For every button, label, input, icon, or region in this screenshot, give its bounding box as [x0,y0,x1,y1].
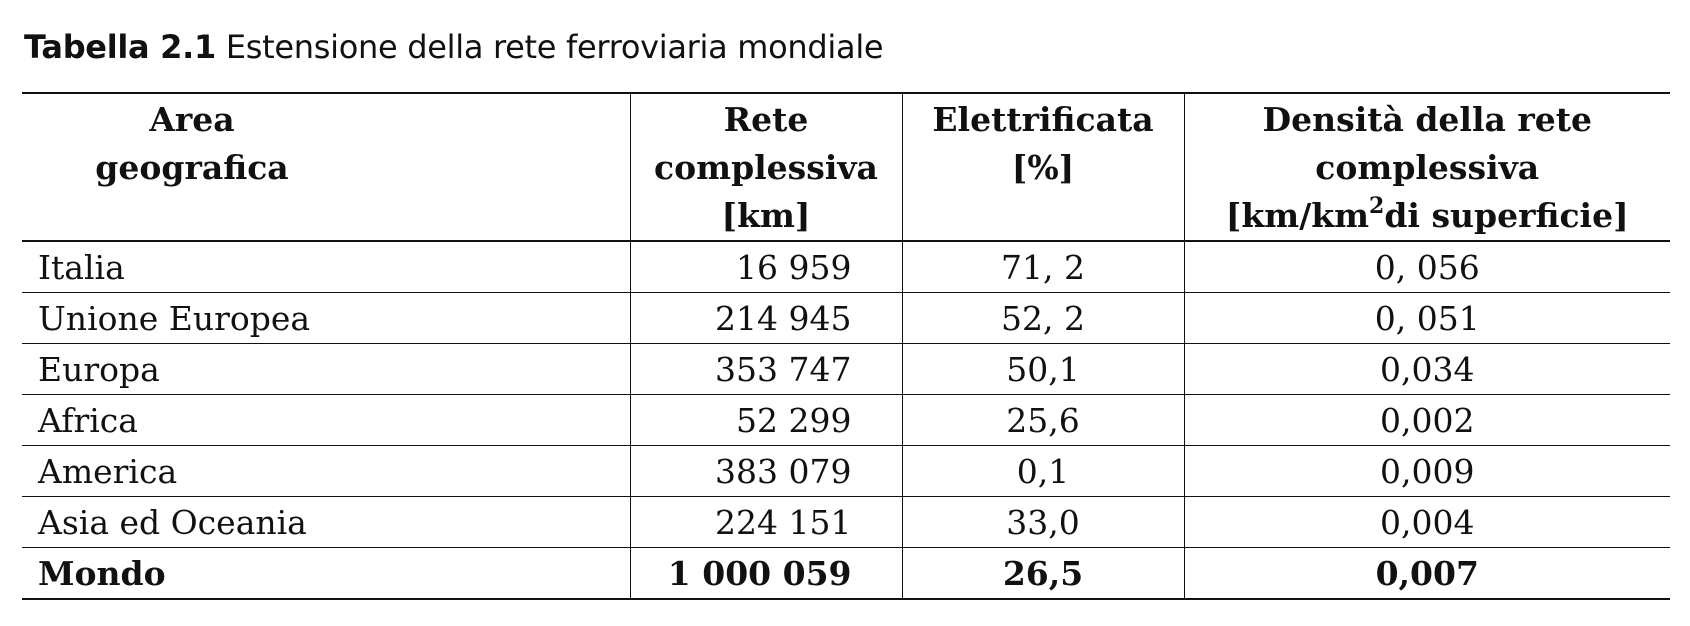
header-densita-line: Densità della rete [1262,100,1592,139]
table-row: Italia 16 959 71, 2 0, 056 [22,241,1670,293]
cell-area: Africa [22,394,630,446]
cell-densita: 0,009 [1183,445,1670,497]
cell-densita: 0,002 [1183,394,1670,446]
cell-elettrificata: 0,1 [901,445,1184,497]
header-row: Area geografica Rete complessiva [km] El… [22,93,1670,241]
table-row: Asia ed Oceania 224 151 33,0 0,004 [22,496,1670,548]
cell-rete-total: 1 000 059 [629,547,902,600]
header-densita-unit-post: di superficie] [1384,196,1629,235]
table-row: Europa 353 747 50,1 0,034 [22,343,1670,395]
header-densita-line: complessiva [1315,148,1540,187]
table-row: Unione Europea 214 945 52, 2 0, 051 [22,292,1670,344]
header-rete-line: [km] [721,196,811,235]
caption-title: Estensione della rete ferroviaria mondia… [225,28,884,66]
header-densita-unit-pre: [km/km [1225,196,1370,235]
header-elettrificata-line: [%] [1011,148,1075,187]
cell-area: America [22,445,630,497]
cell-rete: 52 299 [629,394,902,446]
header-elettrificata: Elettrificata [%] [901,93,1184,241]
cell-area: Italia [22,241,630,293]
header-rete-line: Rete [723,100,809,139]
header-rete: Rete complessiva [km] [629,93,902,241]
cell-area-total: Mondo [22,547,630,600]
total-row: Mondo 1 000 059 26,5 0,007 [22,547,1670,600]
header-densita: Densità della rete complessiva [km/km2di… [1183,93,1670,241]
cell-area: Unione Europea [22,292,630,344]
cell-elettrificata: 25,6 [901,394,1184,446]
cell-rete: 214 945 [629,292,902,344]
header-rete-line: complessiva [654,148,878,187]
cell-rete: 353 747 [629,343,902,395]
cell-rete: 16 959 [629,241,902,293]
cell-elettrificata: 33,0 [901,496,1184,548]
table-caption: Tabella 2.1 Estensione della rete ferrov… [24,28,884,66]
cell-elettrificata: 71, 2 [901,241,1184,293]
cell-rete: 224 151 [629,496,902,548]
cell-area: Europa [22,343,630,395]
cell-elettrificata: 52, 2 [901,292,1184,344]
table-row: America 383 079 0,1 0,009 [22,445,1670,497]
cell-densita: 0,034 [1183,343,1670,395]
cell-densita: 0,004 [1183,496,1670,548]
header-elettrificata-line: Elettrificata [932,100,1154,139]
cell-densita: 0, 056 [1183,241,1670,293]
cell-elettrificata-total: 26,5 [901,547,1184,600]
cell-rete: 383 079 [629,445,902,497]
header-area-line: geografica [95,148,289,187]
cell-area: Asia ed Oceania [22,496,630,548]
cell-densita-total: 0,007 [1183,547,1670,600]
caption-label: Tabella 2.1 [24,28,216,66]
railway-table: Area geografica Rete complessiva [km] El… [22,92,1670,600]
cell-elettrificata: 50,1 [901,343,1184,395]
header-densita-line: [km/km2di superficie] [1191,192,1665,240]
header-area-line: Area [149,100,235,139]
cell-densita: 0, 051 [1183,292,1670,344]
header-densita-unit-sup: 2 [1369,193,1385,219]
header-area: Area geografica [22,93,630,241]
table-row: Africa 52 299 25,6 0,002 [22,394,1670,446]
